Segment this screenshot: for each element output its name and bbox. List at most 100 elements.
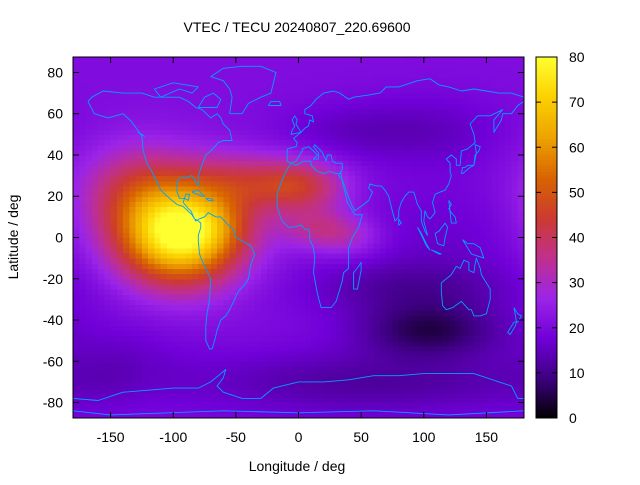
heatmap-cell — [167, 279, 174, 285]
heatmap-cell — [317, 140, 324, 146]
heatmap-cell — [179, 382, 186, 388]
heatmap-cell — [211, 98, 218, 104]
heatmap-cell — [148, 310, 155, 316]
heatmap-cell — [273, 253, 280, 259]
heatmap-cell — [98, 248, 105, 254]
heatmap-cell — [305, 268, 312, 274]
heatmap-cell — [336, 320, 343, 326]
heatmap-cell — [292, 274, 299, 280]
heatmap-cell — [486, 335, 493, 341]
heatmap-cell — [330, 191, 337, 197]
heatmap-cell — [480, 366, 487, 372]
heatmap-cell — [511, 72, 518, 78]
heatmap-cell — [436, 289, 443, 295]
heatmap-cell — [161, 196, 168, 202]
heatmap-cell — [136, 186, 143, 192]
heatmap-cell — [374, 124, 381, 130]
heatmap-cell — [136, 207, 143, 213]
heatmap-cell — [217, 83, 224, 89]
heatmap-cell — [474, 207, 481, 213]
heatmap-cell — [324, 335, 331, 341]
heatmap-cell — [230, 191, 237, 197]
heatmap-cell — [361, 341, 368, 347]
heatmap-cell — [92, 263, 99, 269]
heatmap-cell — [430, 335, 437, 341]
heatmap-cell — [286, 403, 293, 409]
heatmap-cell — [399, 341, 406, 347]
heatmap-cell — [73, 207, 80, 213]
heatmap-cell — [267, 160, 274, 166]
heatmap-cell — [230, 330, 237, 336]
heatmap-cell — [305, 88, 312, 94]
heatmap-cell — [299, 372, 306, 378]
heatmap-cell — [167, 232, 174, 238]
heatmap-cell — [198, 408, 205, 414]
heatmap-cell — [349, 150, 356, 156]
heatmap-cell — [455, 109, 462, 115]
heatmap-cell — [511, 114, 518, 120]
heatmap-cell — [349, 403, 356, 409]
heatmap-cell — [399, 212, 406, 218]
heatmap-cell — [98, 78, 105, 84]
heatmap-cell — [92, 346, 99, 352]
heatmap-cell — [392, 397, 399, 403]
heatmap-cell — [292, 238, 299, 244]
heatmap-cell — [267, 57, 274, 63]
heatmap-cell — [424, 377, 431, 383]
heatmap-cell — [292, 150, 299, 156]
heatmap-cell — [198, 392, 205, 398]
heatmap-cell — [449, 129, 456, 135]
heatmap-cell — [86, 253, 93, 259]
heatmap-cell — [330, 372, 337, 378]
heatmap-cell — [499, 62, 506, 68]
heatmap-cell — [411, 140, 418, 146]
heatmap-cell — [367, 160, 374, 166]
heatmap-cell — [411, 57, 418, 63]
heatmap-cell — [242, 165, 249, 171]
heatmap-cell — [123, 299, 130, 305]
heatmap-cell — [198, 325, 205, 331]
heatmap-cell — [405, 201, 412, 207]
heatmap-cell — [242, 207, 249, 213]
heatmap-cell — [142, 67, 149, 73]
heatmap-cell — [292, 109, 299, 115]
heatmap-cell — [355, 145, 362, 151]
heatmap-cell — [273, 392, 280, 398]
heatmap-cell — [248, 382, 255, 388]
heatmap-cell — [324, 289, 331, 295]
heatmap-cell — [248, 186, 255, 192]
heatmap-cell — [154, 330, 161, 336]
heatmap-cell — [136, 310, 143, 316]
heatmap-cell — [255, 294, 262, 300]
heatmap-cell — [424, 165, 431, 171]
heatmap-cell — [455, 294, 462, 300]
heatmap-cell — [217, 160, 224, 166]
heatmap-cell — [392, 284, 399, 290]
heatmap-cell — [111, 103, 118, 109]
heatmap-cell — [186, 305, 193, 311]
heatmap-cell — [349, 330, 356, 336]
heatmap-cell — [511, 98, 518, 104]
heatmap-cell — [154, 279, 161, 285]
heatmap-cell — [236, 330, 243, 336]
heatmap-cell — [186, 186, 193, 192]
heatmap-cell — [424, 98, 431, 104]
heatmap-cell — [355, 83, 362, 89]
heatmap-cell — [236, 372, 243, 378]
heatmap-cell — [186, 377, 193, 383]
heatmap-cell — [111, 57, 118, 63]
heatmap-cell — [449, 330, 456, 336]
heatmap-cell — [486, 160, 493, 166]
heatmap-cell — [179, 119, 186, 125]
heatmap-cell — [292, 305, 299, 311]
heatmap-cell — [273, 361, 280, 367]
heatmap-cell — [480, 145, 487, 151]
heatmap-cell — [173, 253, 180, 259]
heatmap-cell — [242, 196, 249, 202]
heatmap-cell — [430, 253, 437, 259]
heatmap-cell — [311, 325, 318, 331]
heatmap-cell — [480, 397, 487, 403]
heatmap-cell — [505, 186, 512, 192]
heatmap-cell — [361, 248, 368, 254]
heatmap-cell — [104, 346, 111, 352]
